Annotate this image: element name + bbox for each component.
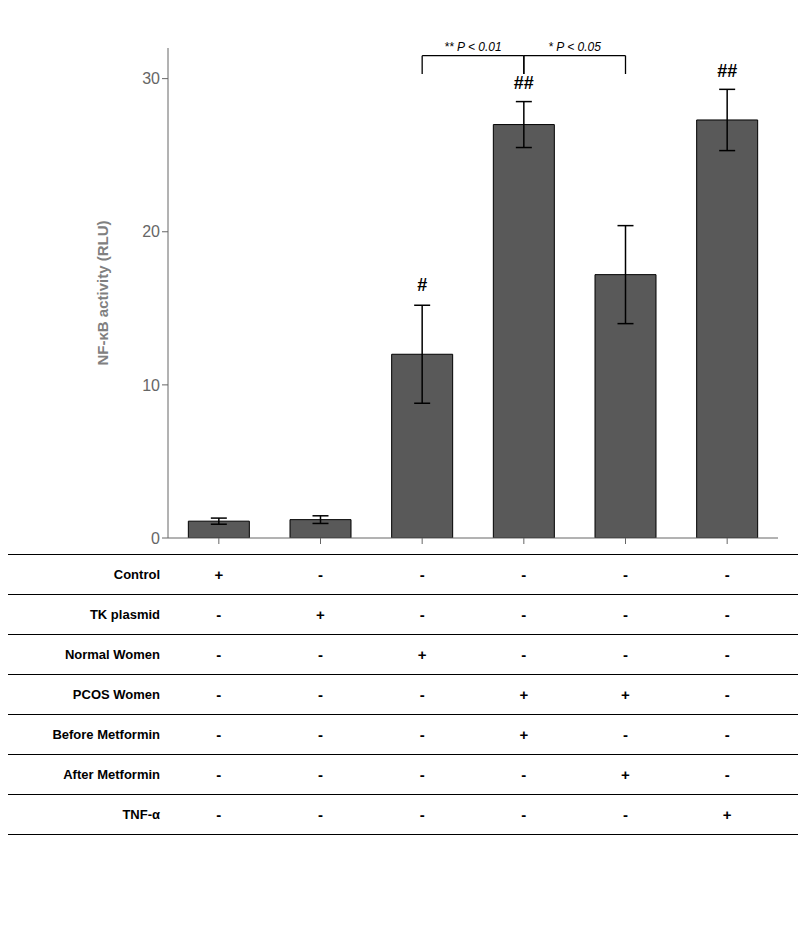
svg-text:20: 20 (142, 223, 160, 240)
html-text:PCOS Women: PCOS Women (72, 687, 160, 702)
svg-text:NF-κB activity (RLU): NF-κB activity (RLU) (94, 220, 111, 365)
html-text:After Metformin: After Metformin (63, 767, 160, 782)
html-text:Normal Women: Normal Women (64, 647, 160, 662)
svg-text:##: ## (717, 61, 737, 81)
svg-text:** P < 0.01: ** P < 0.01 (444, 40, 501, 54)
svg-text:* P < 0.05: * P < 0.05 (548, 40, 601, 54)
svg-text:30: 30 (142, 70, 160, 87)
svg-text:10: 10 (142, 377, 160, 394)
svg-text:##: ## (514, 73, 534, 93)
html-text:Before Metformin: Before Metformin (52, 727, 160, 742)
svg-text:#: # (417, 275, 427, 295)
html-text:Control: Control (113, 567, 160, 582)
html-text:TK plasmid: TK plasmid (89, 607, 160, 622)
html-text:TNF-α: TNF-α (122, 807, 160, 822)
svg-text:0: 0 (151, 530, 160, 547)
